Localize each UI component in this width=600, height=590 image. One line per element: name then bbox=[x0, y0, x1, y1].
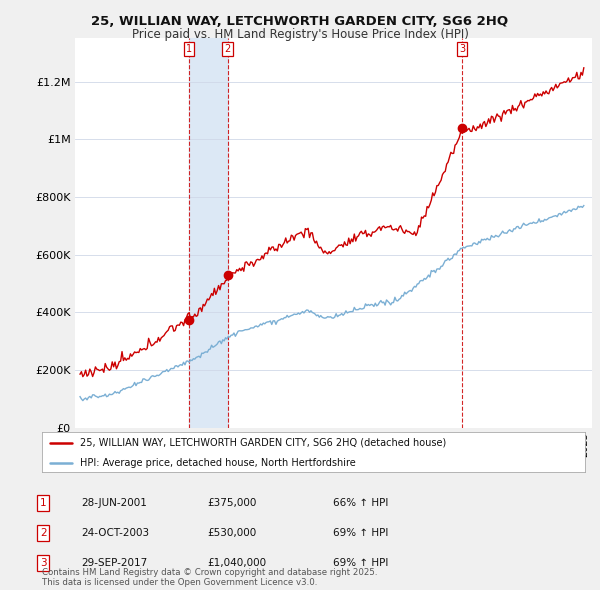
Text: 2: 2 bbox=[224, 44, 231, 54]
Text: 66% ↑ HPI: 66% ↑ HPI bbox=[333, 498, 388, 507]
Text: 1: 1 bbox=[186, 44, 192, 54]
Text: £375,000: £375,000 bbox=[207, 498, 256, 507]
Text: £530,000: £530,000 bbox=[207, 528, 256, 537]
Text: HPI: Average price, detached house, North Hertfordshire: HPI: Average price, detached house, Nort… bbox=[80, 458, 356, 468]
Text: Contains HM Land Registry data © Crown copyright and database right 2025.
This d: Contains HM Land Registry data © Crown c… bbox=[42, 568, 377, 587]
Text: 3: 3 bbox=[459, 44, 465, 54]
Text: 3: 3 bbox=[40, 558, 47, 568]
Text: 2: 2 bbox=[40, 528, 47, 537]
Text: 69% ↑ HPI: 69% ↑ HPI bbox=[333, 528, 388, 537]
Text: Price paid vs. HM Land Registry's House Price Index (HPI): Price paid vs. HM Land Registry's House … bbox=[131, 28, 469, 41]
Text: 25, WILLIAN WAY, LETCHWORTH GARDEN CITY, SG6 2HQ: 25, WILLIAN WAY, LETCHWORTH GARDEN CITY,… bbox=[91, 15, 509, 28]
Text: 28-JUN-2001: 28-JUN-2001 bbox=[81, 498, 147, 507]
Text: 25, WILLIAN WAY, LETCHWORTH GARDEN CITY, SG6 2HQ (detached house): 25, WILLIAN WAY, LETCHWORTH GARDEN CITY,… bbox=[80, 438, 446, 448]
Text: £1,040,000: £1,040,000 bbox=[207, 558, 266, 568]
Text: 1: 1 bbox=[40, 498, 47, 507]
Text: 69% ↑ HPI: 69% ↑ HPI bbox=[333, 558, 388, 568]
Text: 29-SEP-2017: 29-SEP-2017 bbox=[81, 558, 147, 568]
Bar bbox=[189, 38, 227, 428]
Text: 24-OCT-2003: 24-OCT-2003 bbox=[81, 528, 149, 537]
